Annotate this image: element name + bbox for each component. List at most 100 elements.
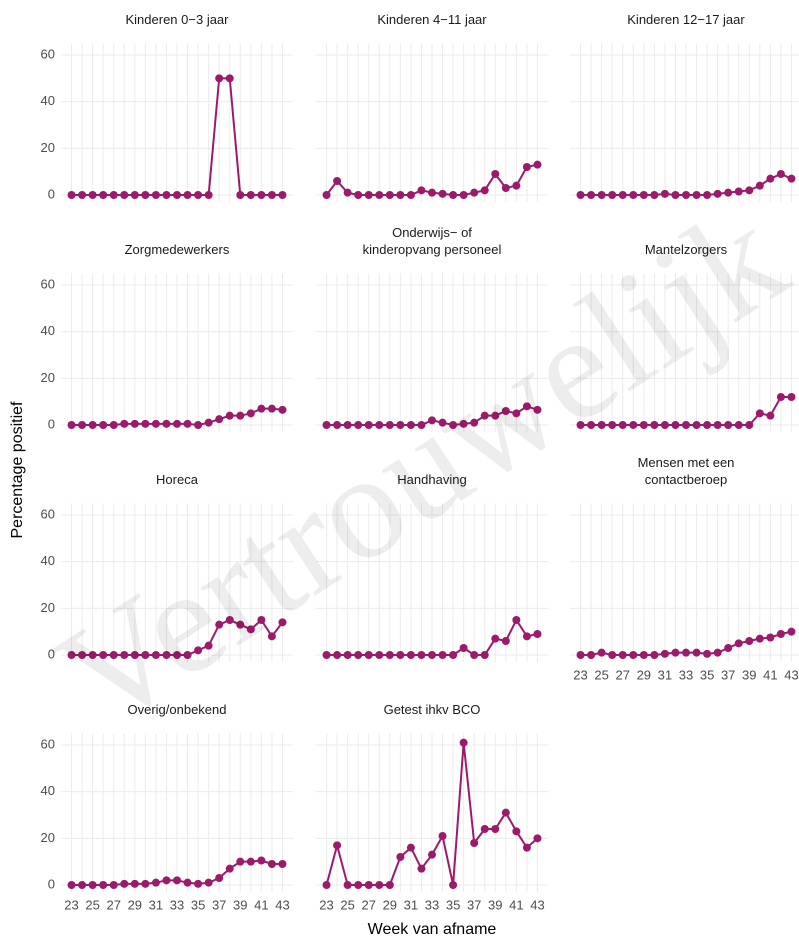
y-tick-label: 60 <box>41 46 55 61</box>
x-tick-label: 29 <box>128 897 142 912</box>
data-point <box>267 404 276 413</box>
data-point <box>130 191 139 199</box>
data-point <box>322 191 331 199</box>
x-tick-label: 25 <box>340 897 354 912</box>
data-point <box>88 421 97 429</box>
panel-title: Kinderen 0−3 jaar <box>126 12 230 27</box>
data-point <box>438 651 447 659</box>
data-point <box>724 188 733 197</box>
data-point <box>682 648 690 657</box>
panel-title: Kinderen 12−17 jaar <box>627 12 745 27</box>
data-point <box>480 651 489 659</box>
data-point <box>755 181 764 190</box>
data-point <box>183 651 192 659</box>
data-point <box>225 74 234 83</box>
data-point <box>766 174 775 183</box>
data-point <box>194 421 203 429</box>
panel-title: contactberoep <box>645 472 727 487</box>
data-point <box>257 404 266 413</box>
data-point <box>671 191 680 199</box>
data-point <box>522 402 531 411</box>
data-point <box>618 191 627 199</box>
data-point <box>692 648 701 657</box>
data-point <box>428 651 436 659</box>
panel-title: Mensen met een <box>638 455 735 470</box>
data-point <box>459 738 468 747</box>
x-tick-label: 35 <box>446 897 460 912</box>
data-point <box>267 191 276 199</box>
data-point <box>67 881 76 889</box>
panel-title: Getest ihkv BCO <box>384 702 481 717</box>
data-point <box>354 421 363 429</box>
data-point <box>162 876 171 885</box>
data-point <box>776 393 785 401</box>
data-point <box>703 191 712 199</box>
data-point <box>194 879 203 888</box>
y-tick-label: 20 <box>41 370 55 385</box>
data-point <box>522 843 531 852</box>
data-point <box>354 191 363 199</box>
data-point <box>766 633 775 642</box>
data-point <box>364 191 373 199</box>
data-point <box>78 421 87 429</box>
data-point <box>322 881 331 889</box>
data-point <box>776 170 785 178</box>
data-point <box>671 648 680 657</box>
data-point <box>787 393 796 401</box>
data-point <box>618 421 627 429</box>
data-point <box>787 174 796 183</box>
data-point <box>343 421 352 429</box>
x-tick-label: 29 <box>383 897 397 912</box>
data-point <box>385 651 394 659</box>
data-point <box>151 191 160 199</box>
data-point <box>533 405 542 414</box>
x-tick-label: 37 <box>212 897 226 912</box>
data-point <box>278 860 287 868</box>
data-point <box>449 191 458 199</box>
data-point <box>322 651 331 659</box>
data-point <box>246 625 255 634</box>
data-point <box>745 637 754 645</box>
data-point <box>225 616 234 624</box>
x-tick-label: 23 <box>319 897 333 912</box>
data-point <box>162 191 171 199</box>
data-point <box>491 634 500 643</box>
data-point <box>130 419 139 428</box>
x-tick-label: 43 <box>784 667 798 682</box>
data-point <box>406 843 415 852</box>
data-point <box>151 419 160 428</box>
data-point <box>713 421 722 429</box>
x-tick-label: 35 <box>191 897 205 912</box>
data-point <box>354 651 363 659</box>
data-point <box>67 651 76 659</box>
data-point <box>428 416 436 425</box>
data-point <box>512 827 521 836</box>
data-point <box>650 191 659 199</box>
data-point <box>396 191 405 199</box>
y-tick-label: 20 <box>41 140 55 155</box>
data-point <box>215 874 224 882</box>
x-tick-label: 31 <box>149 897 163 912</box>
data-point <box>734 187 743 196</box>
data-point <box>639 191 648 199</box>
data-point <box>278 618 287 627</box>
data-point <box>99 421 108 429</box>
y-tick-label: 40 <box>41 323 55 338</box>
data-point <box>660 649 669 658</box>
data-point <box>375 881 384 889</box>
panel-title: Horeca <box>156 472 199 487</box>
data-point <box>364 651 373 659</box>
panel-title: Mantelzorgers <box>645 242 728 257</box>
data-point <box>194 191 203 199</box>
data-point <box>639 421 648 429</box>
data-point <box>639 651 648 659</box>
data-point <box>78 191 87 199</box>
data-point <box>120 651 129 659</box>
data-point <box>236 620 245 629</box>
data-point <box>354 881 363 889</box>
x-tick-label: 27 <box>106 897 120 912</box>
data-point <box>608 421 617 429</box>
data-point <box>650 651 659 659</box>
panel-title: Handhaving <box>397 472 466 487</box>
data-point <box>703 421 712 429</box>
